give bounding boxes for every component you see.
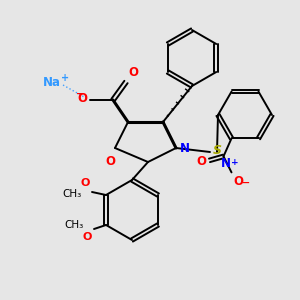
Text: CH₃: CH₃ [65,220,84,230]
Text: O: O [105,155,115,168]
Text: CH₃: CH₃ [63,189,82,199]
Text: N: N [220,158,230,170]
Text: +: + [61,73,69,83]
Text: O: O [82,232,92,242]
Text: O: O [196,155,206,168]
Text: +: + [232,158,239,167]
Text: O: O [81,178,90,188]
Text: −: − [242,177,250,188]
Text: O: O [77,92,87,106]
Text: S: S [213,145,222,158]
Text: −: − [76,89,84,99]
Text: O: O [233,176,244,188]
Text: N: N [180,142,190,155]
Text: Na: Na [43,76,61,88]
Text: O: O [128,66,138,79]
